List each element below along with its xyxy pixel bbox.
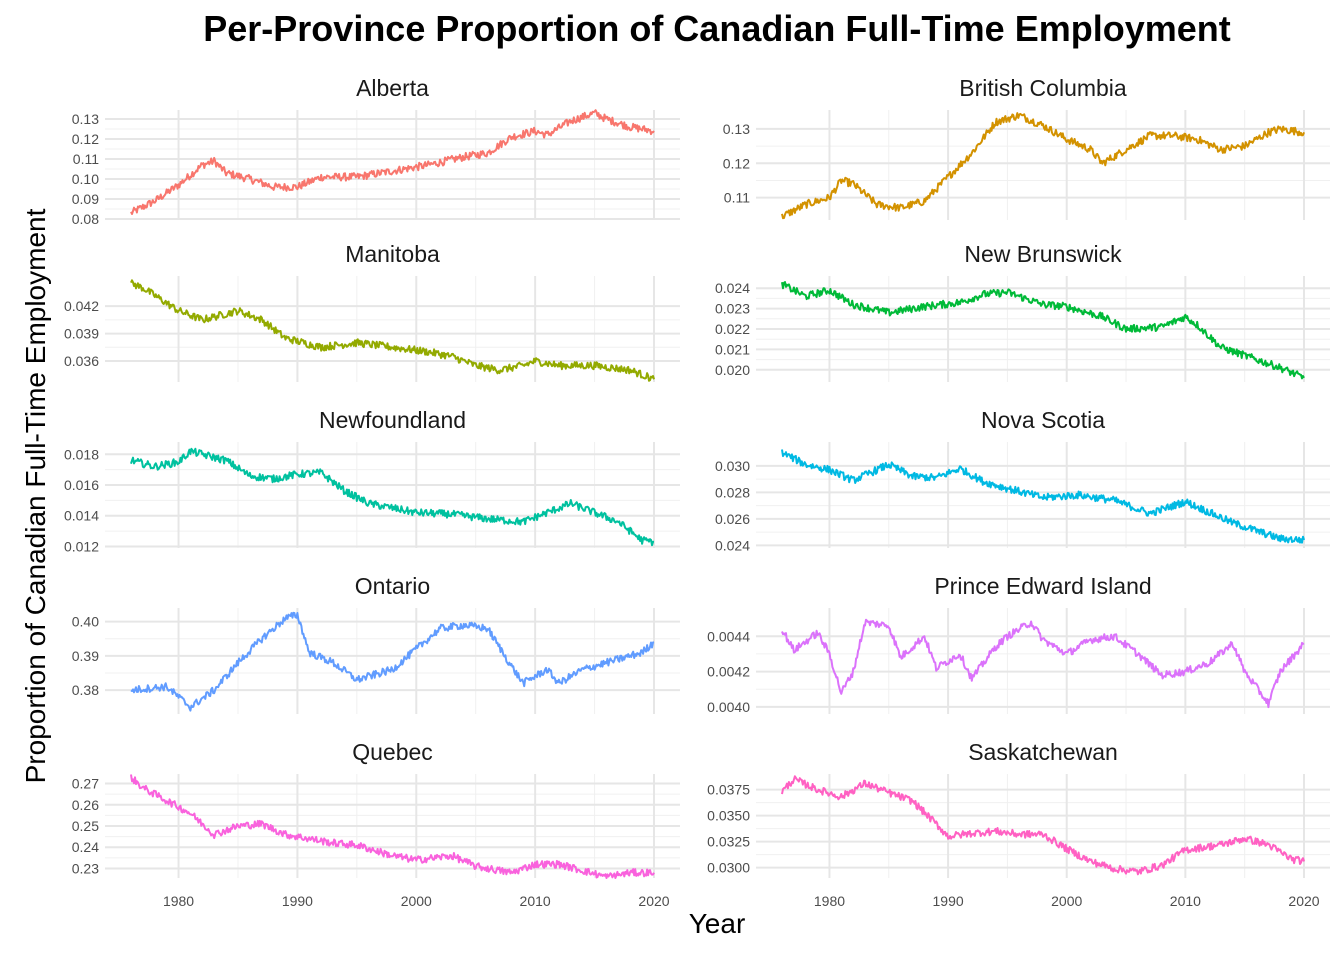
prince-edward-island-y-tick-label: 0.0044 xyxy=(707,628,750,644)
ontario-y-tick-label: 0.40 xyxy=(72,614,99,630)
manitoba-y-tick-label: 0.039 xyxy=(64,326,99,342)
alberta-y-tick-label: 0.12 xyxy=(72,131,99,147)
chart-title: Per-Province Proportion of Canadian Full… xyxy=(203,8,1231,49)
new-brunswick-y-tick-label: 0.023 xyxy=(715,301,750,317)
quebec-y-tick-label: 0.23 xyxy=(72,860,99,876)
newfoundland-y-tick-label: 0.018 xyxy=(64,446,99,462)
saskatchewan-series-line xyxy=(781,775,1305,876)
ontario-y-tick-label: 0.38 xyxy=(72,682,99,698)
nova-scotia-y-tick-label: 0.024 xyxy=(715,537,750,553)
new-brunswick-y-tick-label: 0.020 xyxy=(715,362,750,378)
x-axis-label: Year xyxy=(688,908,746,939)
saskatchewan-y-tick-label: 0.0325 xyxy=(707,834,750,850)
ontario-series-line xyxy=(130,611,655,712)
ontario-panel-title: Ontario xyxy=(355,573,430,599)
saskatchewan-y-tick-label: 0.0375 xyxy=(707,782,750,798)
newfoundland-y-tick-label: 0.016 xyxy=(64,477,99,493)
nova-scotia-series-line xyxy=(781,449,1305,544)
new-brunswick-panel-title: New Brunswick xyxy=(964,241,1122,267)
prince-edward-island-series-line xyxy=(781,618,1305,709)
quebec-y-tick-label: 0.24 xyxy=(72,839,99,855)
british-columbia-y-tick-label: 0.13 xyxy=(723,121,750,137)
prince-edward-island-y-tick-label: 0.0040 xyxy=(707,699,750,715)
alberta-y-tick-label: 0.13 xyxy=(72,111,99,127)
quebec-y-tick-label: 0.27 xyxy=(72,776,99,792)
nova-scotia-y-tick-label: 0.026 xyxy=(715,511,750,527)
prince-edward-island-y-tick-label: 0.0042 xyxy=(707,664,750,680)
alberta-y-tick-label: 0.11 xyxy=(73,151,99,167)
quebec-x-tick-label: 2020 xyxy=(638,893,669,909)
quebec-x-tick-label: 2000 xyxy=(401,893,432,909)
saskatchewan-y-tick-label: 0.0300 xyxy=(707,860,750,876)
quebec-x-tick-label: 1980 xyxy=(163,893,194,909)
british-columbia-y-tick-label: 0.11 xyxy=(724,190,750,206)
newfoundland-series-line xyxy=(130,447,655,547)
saskatchewan-x-tick-label: 2010 xyxy=(1170,893,1201,909)
manitoba-series-line xyxy=(130,279,655,382)
quebec-y-tick-label: 0.26 xyxy=(72,797,99,813)
saskatchewan-panel-title: Saskatchewan xyxy=(968,739,1118,765)
newfoundland-y-tick-label: 0.014 xyxy=(64,508,99,524)
new-brunswick-y-tick-label: 0.024 xyxy=(715,280,750,296)
british-columbia-panel-title: British Columbia xyxy=(959,75,1127,101)
manitoba-y-tick-label: 0.036 xyxy=(64,353,99,369)
newfoundland-panel-title: Newfoundland xyxy=(319,407,466,433)
saskatchewan-x-tick-label: 2000 xyxy=(1051,893,1082,909)
alberta-series-line xyxy=(130,109,655,215)
quebec-panel-title: Quebec xyxy=(352,739,433,765)
newfoundland-y-tick-label: 0.012 xyxy=(64,538,99,554)
alberta-y-tick-label: 0.09 xyxy=(72,191,99,207)
saskatchewan-y-tick-label: 0.0350 xyxy=(707,808,750,824)
nova-scotia-y-tick-label: 0.030 xyxy=(715,458,750,474)
quebec-x-tick-label: 1990 xyxy=(282,893,313,909)
british-columbia-series-line xyxy=(781,112,1305,220)
saskatchewan-x-tick-label: 2020 xyxy=(1288,893,1319,909)
quebec-series-line xyxy=(130,774,655,879)
alberta-y-tick-label: 0.08 xyxy=(72,211,99,227)
quebec-x-tick-label: 2010 xyxy=(520,893,551,909)
prince-edward-island-panel-title: Prince Edward Island xyxy=(934,573,1151,599)
nova-scotia-panel-title: Nova Scotia xyxy=(981,407,1105,433)
manitoba-y-tick-label: 0.042 xyxy=(64,298,99,314)
new-brunswick-y-tick-label: 0.021 xyxy=(715,341,750,357)
quebec-y-tick-label: 0.25 xyxy=(72,818,99,834)
nova-scotia-y-tick-label: 0.028 xyxy=(715,484,750,500)
new-brunswick-y-tick-label: 0.022 xyxy=(715,321,750,337)
saskatchewan-x-tick-label: 1980 xyxy=(814,893,845,909)
british-columbia-y-tick-label: 0.12 xyxy=(723,155,750,171)
alberta-y-tick-label: 0.10 xyxy=(72,171,99,187)
new-brunswick-series-line xyxy=(781,281,1305,380)
manitoba-panel-title: Manitoba xyxy=(345,241,440,267)
ontario-y-tick-label: 0.39 xyxy=(72,648,99,664)
alberta-panel-title: Alberta xyxy=(356,75,429,101)
saskatchewan-x-tick-label: 1990 xyxy=(933,893,964,909)
